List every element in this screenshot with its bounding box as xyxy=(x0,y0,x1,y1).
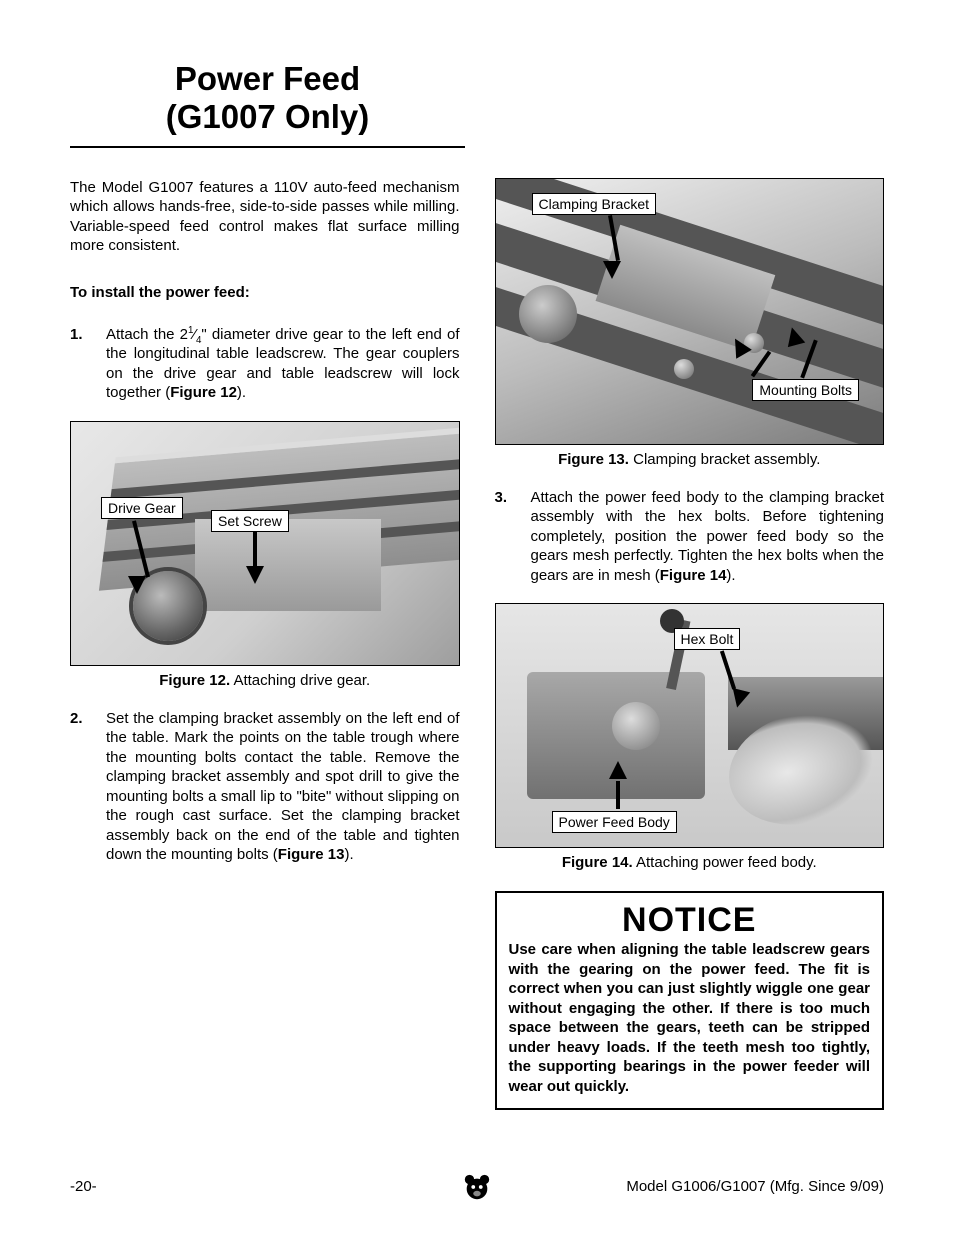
arrow-icon xyxy=(606,761,630,785)
figure-14-caption-bold: Figure 14. xyxy=(562,854,633,871)
arrow-icon xyxy=(729,337,753,361)
page-footer: -20- Model G1006/G1007 (Mfg. Since 9/09) xyxy=(70,1178,884,1195)
step-1-tail: ). xyxy=(237,384,246,401)
figure-13-image: Clamping Bracket Mounting Bolts xyxy=(495,178,885,445)
label-power-feed-body: Power Feed Body xyxy=(552,811,677,833)
notice-box: NOTICE Use care when aligning the table … xyxy=(495,891,885,1110)
figure-13-caption-bold: Figure 13. xyxy=(558,451,629,468)
label-mounting-bolts: Mounting Bolts xyxy=(752,379,859,401)
step-2-number: 2. xyxy=(70,709,106,865)
step-3-ref: Figure 14 xyxy=(660,567,727,584)
arrow-icon xyxy=(728,684,752,708)
label-hex-bolt: Hex Bolt xyxy=(674,628,741,650)
label-clamping-bracket: Clamping Bracket xyxy=(532,193,657,215)
step-3-number: 3. xyxy=(495,488,531,586)
step-1-ref: Figure 12 xyxy=(170,384,237,401)
title-line-1: Power Feed xyxy=(175,60,360,97)
figure-12-image: Drive Gear Set Screw xyxy=(70,421,460,666)
figure-14: Hex Bolt Power Feed Body Figure 14. Atta… xyxy=(495,603,885,871)
figure-14-image: Hex Bolt Power Feed Body xyxy=(495,603,885,848)
arrow-icon xyxy=(600,255,624,279)
intro-paragraph: The Model G1007 features a 110V auto-fee… xyxy=(70,178,460,256)
install-subhead: To install the power feed: xyxy=(70,284,460,301)
label-drive-gear: Drive Gear xyxy=(101,497,183,519)
step-2-text: Set the clamping bracket assembly on the… xyxy=(106,710,460,864)
figure-13-caption-rest: Clamping bracket assembly. xyxy=(629,451,820,468)
figure-14-caption-rest: Attaching power feed body. xyxy=(633,854,817,871)
step-3: 3. Attach the power feed body to the cla… xyxy=(495,488,885,586)
content-columns: The Model G1007 features a 110V auto-fee… xyxy=(70,178,884,1111)
title-line-2: (G1007 Only) xyxy=(166,98,370,135)
step-2-tail: ). xyxy=(344,846,353,863)
arrow-icon xyxy=(125,570,149,594)
footer-model: Model G1006/G1007 (Mfg. Since 9/09) xyxy=(626,1178,884,1195)
step-2-body: Set the clamping bracket assembly on the… xyxy=(106,709,460,865)
arrow-icon xyxy=(783,327,807,351)
step-1-body: Attach the 21⁄4" diameter drive gear to … xyxy=(106,325,460,403)
figure-12: Drive Gear Set Screw Figure 12. Attachin… xyxy=(70,421,460,689)
figure-14-caption: Figure 14. Attaching power feed body. xyxy=(495,854,885,871)
right-column: Clamping Bracket Mounting Bolts Figure 1… xyxy=(495,178,885,1111)
label-set-screw: Set Screw xyxy=(211,510,289,532)
step-3-tail: ). xyxy=(726,567,735,584)
step-1: 1. Attach the 21⁄4" diameter drive gear … xyxy=(70,325,460,403)
figure-12-caption-rest: Attaching drive gear. xyxy=(230,672,370,689)
arrow-icon xyxy=(243,560,267,584)
step-3-body: Attach the power feed body to the clampi… xyxy=(531,488,885,586)
bear-logo-icon xyxy=(462,1172,492,1202)
notice-title: NOTICE xyxy=(509,901,871,940)
figure-13-caption: Figure 13. Clamping bracket assembly. xyxy=(495,451,885,468)
step-2: 2. Set the clamping bracket assembly on … xyxy=(70,709,460,865)
page-title: Power Feed (G1007 Only) xyxy=(70,60,465,148)
notice-body: Use care when aligning the table leadscr… xyxy=(509,940,871,1096)
figure-13: Clamping Bracket Mounting Bolts Figure 1… xyxy=(495,178,885,468)
figure-12-caption-bold: Figure 12. xyxy=(159,672,230,689)
step-2-ref: Figure 13 xyxy=(278,846,345,863)
page-number: -20- xyxy=(70,1178,97,1195)
figure-12-caption: Figure 12. Attaching drive gear. xyxy=(70,672,460,689)
step-1-number: 1. xyxy=(70,325,106,403)
step-1-pre: Attach the 2 xyxy=(106,326,188,343)
left-column: The Model G1007 features a 110V auto-fee… xyxy=(70,178,460,1111)
